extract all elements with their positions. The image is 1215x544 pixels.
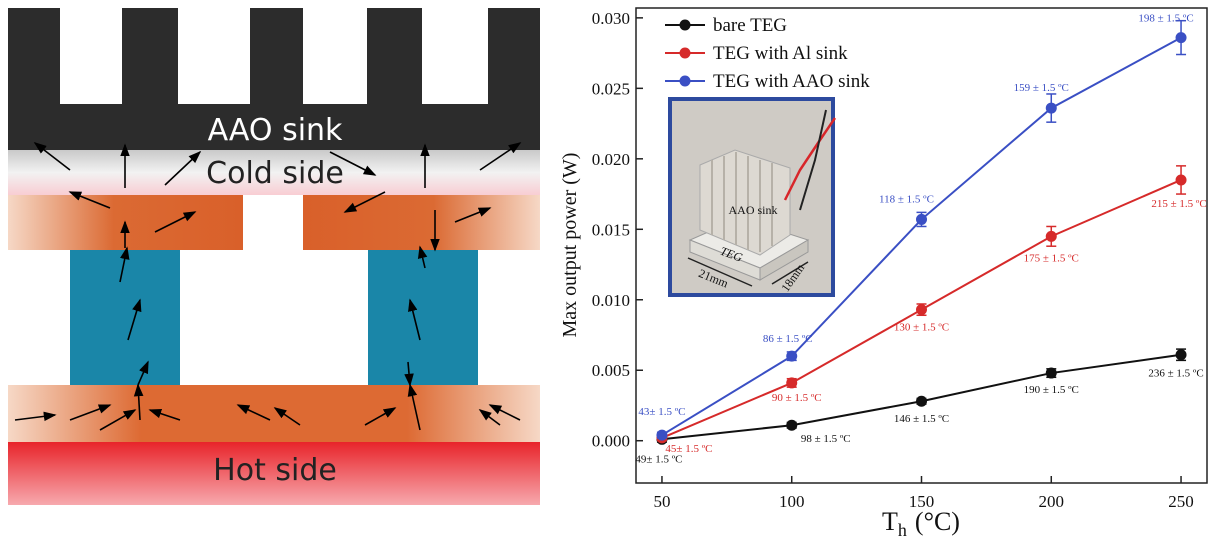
y-tick-label: 0.025 [592,79,630,98]
y-tick-label: 0.005 [592,361,630,380]
point-label: 45± 1.5 ºC [665,443,712,455]
leg [368,250,478,385]
point-label: 175 ± 1.5 ºC [1024,252,1079,264]
label: Cold side [206,156,344,191]
legend-marker [680,76,691,87]
x-tick-label: 200 [1039,492,1065,511]
y-tick-label: 0.000 [592,432,630,451]
heat-flow-diagram: AAO sink Cold side Hot side [8,8,540,505]
x-label-main: T [882,507,898,536]
point [916,396,927,407]
point [1176,174,1187,185]
point-label: 43± 1.5 ºC [638,406,685,418]
point-label: 118 ± 1.5 ºC [879,193,934,205]
inset-photo: AAO sink TEG 21mm 18mm [670,99,835,295]
point-label: 198 ± 1.5 ºC [1138,13,1193,25]
point [1046,368,1057,379]
legend-marker [680,20,691,31]
point-label: 130 ± 1.5 ºC [894,322,949,334]
label: AAO sink [208,113,343,148]
figure: AAO sink Cold side Hot side AAO sink TEG… [0,0,1215,544]
y-axis-label: Max output power (W) [559,153,581,338]
legend-label: TEG with Al sink [713,43,848,64]
label: Hot side [213,453,337,488]
x-tick-label: 50 [653,492,670,511]
y-tick-label: 0.020 [592,150,630,169]
point [1046,103,1057,114]
leg [70,250,180,385]
point-label: 215 ± 1.5 ºC [1151,198,1206,210]
point [1176,32,1187,43]
top-plate [303,195,540,250]
legend-marker [680,48,691,59]
x-tick-label: 150 [909,492,935,511]
x-label-sub: h [898,520,907,540]
point [1176,349,1187,360]
legend-label: bare TEG [713,15,787,36]
inset-label: AAO sink [728,203,777,217]
point [786,377,797,388]
point-label: 90 ± 1.5 ºC [772,392,822,404]
point-label: 86 ± 1.5 ºC [763,333,813,345]
legend-label: TEG with AAO sink [713,71,870,92]
point-label: 159 ± 1.5 ºC [1014,82,1069,94]
point [916,304,927,315]
point-label: 98 ± 1.5 ºC [801,433,851,445]
y-tick-label: 0.010 [592,291,630,310]
point-label: 236 ± 1.5 ºC [1148,368,1203,380]
point [786,420,797,431]
chart: AAO sink TEG 21mm 18mm Max output power … [559,8,1207,540]
point [916,214,927,225]
x-tick-label: 100 [779,492,805,511]
point [656,430,667,441]
point-label: 49± 1.5 ºC [635,453,682,465]
point-label: 146 ± 1.5 ºC [894,413,949,425]
x-tick-label: 250 [1168,492,1194,511]
y-tick-label: 0.015 [592,220,630,239]
point-label: 190 ± 1.5 ºC [1024,384,1079,396]
point [1046,231,1057,242]
x-axis-label: Th (°C) [882,507,960,540]
point [786,351,797,362]
y-tick-label: 0.030 [592,9,630,28]
x-label-unit: (°C) [915,507,960,536]
